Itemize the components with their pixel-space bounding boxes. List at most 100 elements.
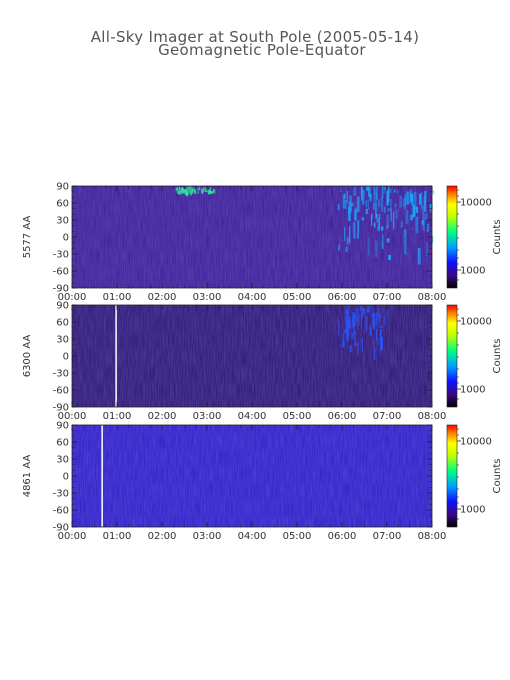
highlight-streak — [190, 191, 193, 196]
x-tick-label: 00:00 — [58, 411, 87, 422]
x-tick-label: 08:00 — [418, 531, 447, 542]
y-tick-label: -30 — [53, 250, 69, 261]
heatmap-texture — [72, 425, 432, 527]
highlight-streak — [353, 322, 356, 335]
highlight-streak — [365, 316, 368, 332]
highlight-streak — [178, 190, 181, 195]
y-tick-label: 60 — [56, 199, 69, 210]
highlight-streak — [375, 193, 378, 203]
x-tick-label: 03:00 — [193, 531, 222, 542]
highlight-streak — [381, 241, 384, 249]
highlight-streak — [361, 217, 365, 221]
highlight-streak — [342, 194, 346, 209]
highlight-streak — [431, 190, 435, 195]
highlight-streak — [346, 191, 348, 203]
colorbar-tick-label: 1000 — [460, 266, 485, 277]
highlight-streak — [345, 246, 348, 252]
highlight-streak — [379, 313, 382, 319]
highlight-streak — [396, 190, 399, 194]
highlight-streak — [387, 186, 389, 198]
highlight-streak — [182, 189, 185, 194]
highlight-streak — [190, 186, 192, 189]
highlight-streak — [403, 229, 407, 238]
highlight-streak — [376, 186, 378, 200]
x-tick-label: 00:00 — [58, 292, 87, 303]
highlight-streak — [400, 221, 404, 228]
highlight-streak — [426, 242, 428, 256]
y-axis-label: 6300 AA — [22, 335, 33, 378]
colorbar-tick-label: 10000 — [460, 198, 492, 209]
highlight-streak — [386, 214, 389, 228]
highlight-streak — [388, 254, 391, 261]
highlight-streak — [339, 344, 343, 347]
y-tick-label: -60 — [53, 386, 69, 397]
colorbar-label: Counts — [492, 339, 503, 374]
highlight-streak — [188, 186, 190, 191]
x-tick-label: 01:00 — [103, 292, 132, 303]
highlight-streak — [409, 189, 412, 204]
highlight-streak — [347, 306, 350, 315]
highlight-streak — [415, 216, 419, 234]
x-tick-label: 04:00 — [238, 292, 267, 303]
highlight-streak — [422, 213, 425, 231]
colorbar-label: Counts — [492, 220, 503, 255]
highlight-streak — [349, 345, 352, 353]
highlight-streak — [404, 237, 407, 255]
y-tick-label: 90 — [56, 182, 69, 193]
colorbar-tick-label: 1000 — [460, 505, 485, 516]
colorbar-label: Counts — [492, 459, 503, 494]
highlight-streak — [346, 312, 350, 326]
highlight-streak — [346, 236, 349, 245]
highlight-streak — [351, 312, 355, 328]
x-tick-label: 05:00 — [283, 411, 312, 422]
highlight-streak — [390, 208, 392, 222]
highlight-streak — [367, 237, 370, 255]
highlight-streak — [382, 234, 384, 242]
x-tick-label: 02:00 — [148, 531, 177, 542]
highlight-streak — [389, 188, 392, 193]
y-tick-label: -90 — [53, 523, 69, 534]
highlight-streak — [373, 203, 375, 210]
highlight-streak — [354, 330, 356, 345]
heatmap-texture — [72, 186, 432, 288]
x-tick-label: 03:00 — [193, 292, 222, 303]
highlight-streak — [386, 238, 390, 243]
x-tick-label: 02:00 — [148, 292, 177, 303]
highlight-streak — [187, 191, 190, 195]
highlight-streak — [211, 191, 214, 194]
highlight-region-1 — [175, 186, 216, 197]
highlight-streak — [337, 204, 340, 211]
x-tick-label: 03:00 — [193, 411, 222, 422]
y-tick-label: 90 — [56, 421, 69, 432]
highlight-streak — [200, 188, 204, 194]
highlight-streak — [378, 307, 380, 322]
x-tick-label: 07:00 — [373, 411, 402, 422]
y-axis-label: 5577 AA — [22, 216, 33, 259]
y-tick-label: 0 — [63, 352, 69, 363]
x-tick-label: 06:00 — [328, 531, 357, 542]
x-tick-label: 04:00 — [238, 531, 267, 542]
highlight-streak — [377, 199, 381, 207]
highlight-streak — [349, 226, 351, 243]
highlight-streak — [424, 190, 426, 199]
x-tick-label: 02:00 — [148, 411, 177, 422]
highlight-streak — [421, 220, 424, 225]
y-tick-label: 60 — [56, 318, 69, 329]
highlight-streak — [376, 338, 379, 346]
highlight-streak — [393, 211, 395, 230]
colorbar: 10000 1000 Counts — [446, 424, 503, 528]
highlight-region-1 — [337, 305, 390, 360]
highlight-streak — [356, 308, 360, 320]
y-tick-label: 30 — [56, 216, 69, 227]
chart-title-line1: All-Sky Imager at South Pole (2005-05-14… — [91, 28, 419, 46]
highlight-streak — [372, 306, 374, 318]
highlight-streak — [417, 248, 421, 265]
highlight-streak — [387, 208, 391, 212]
highlight-streak — [366, 186, 369, 191]
highlight-streak — [395, 208, 398, 219]
panels: 90 60 30 0 -30 -60 -90 00:00 01:00 02:00 03:00 04:0… — [22, 182, 503, 543]
highlight-streak — [424, 191, 427, 197]
